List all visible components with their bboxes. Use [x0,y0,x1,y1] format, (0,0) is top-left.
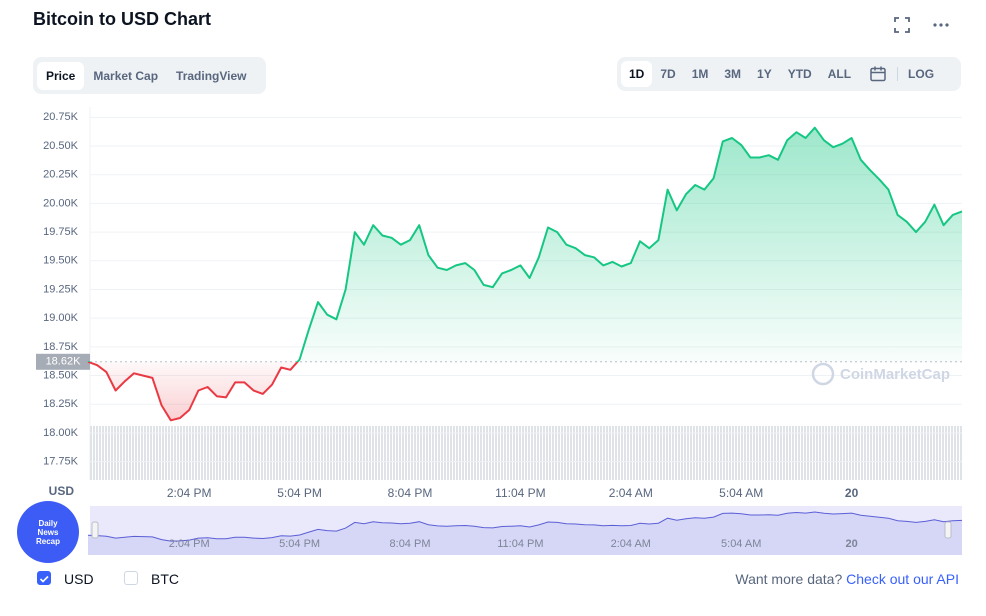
y-axis-label: USD [49,484,75,498]
navigator-area [88,512,962,555]
range-button[interactable]: 1M [691,67,709,81]
range-button[interactable]: ALL [827,67,852,81]
y-tick-label: 20.50K [43,140,79,152]
badge-text: News [37,527,59,537]
fullscreen-icon[interactable] [893,16,911,34]
y-tick-label: 18.50K [43,369,79,381]
reference-label: 18.62K [46,356,82,368]
news-badge[interactable]: Daily News Recap [17,501,79,563]
chart-tabs: Price Market Cap TradingView [33,57,266,94]
navigator-tick-label: 5:04 AM [721,538,761,550]
range-button[interactable]: 1Y [757,67,772,81]
x-tick-label: 5:04 PM [277,486,322,500]
range-selector: 1D 7D 1M 3M 1Y YTD ALL LOG [617,57,961,91]
checkbox[interactable] [37,571,51,585]
api-link[interactable]: Check out our API [846,571,959,587]
badge-text: Recap [35,536,60,546]
range-button[interactable]: YTD [787,67,812,81]
y-tick-label: 20.75K [43,111,79,123]
footer: USD BTC Want more data? Check out our AP… [0,565,986,595]
tab[interactable]: Price [37,61,85,90]
y-tick-label: 17.75K [43,456,79,468]
x-tick-label: 20 [845,486,859,500]
price-line [87,126,963,422]
option-label[interactable]: USD [64,571,94,587]
y-tick-label: 19.25K [43,283,79,295]
y-tick-label: 19.50K [43,255,79,267]
navigator-line [87,511,963,542]
volume-strip [90,426,962,480]
navigator-tick-label: 2:04 AM [611,538,651,550]
log-button[interactable]: LOG [897,67,934,81]
area-fill [88,127,962,421]
option-label[interactable]: BTC [151,571,179,587]
checkbox[interactable] [124,571,138,585]
navigator-tick-label: 2:04 PM [169,538,210,550]
navigator-tick-label: 20 [845,538,857,550]
badge-text: Daily [38,518,58,528]
navigator-handle[interactable] [944,521,952,539]
reference-label-box [36,353,90,370]
calendar-icon[interactable] [869,65,887,83]
range-button[interactable]: 3M [724,67,742,81]
api-prompt: Want more data? Check out our API [735,571,959,587]
range-button[interactable]: 1D [621,61,653,87]
watermark: CoinMarketCap [840,366,950,383]
y-tick-label: 18.25K [43,398,79,410]
tab[interactable]: Market Cap [93,68,159,83]
navigator-handle[interactable] [91,521,99,539]
x-tick-label: 2:04 PM [167,486,212,500]
y-tick-label: 19.00K [43,312,79,324]
tab[interactable]: TradingView [176,68,247,83]
chart: 17.75K 18.00K 18.25K 18.50K 18.75K 19.00K 19.2… [36,107,963,555]
prompt-text: Want more data? [735,571,843,587]
check-mark [39,575,49,583]
y-tick-label: 20.25K [43,169,79,181]
navigator-tick-label: 5:04 PM [279,538,320,550]
y-tick-label: 19.75K [43,226,79,238]
watermark-logo [811,362,835,386]
y-tick-label: 18.75K [43,341,79,353]
x-tick-label: 2:04 AM [609,486,653,500]
more-icon[interactable] [932,16,950,34]
range-button[interactable]: 7D [660,67,676,81]
navigator-tick-label: 11:04 PM [497,538,543,550]
page-title: Bitcoin to USD Chart [33,9,211,29]
x-tick-label: 11:04 PM [495,486,545,500]
x-tick-label: 8:04 PM [388,486,433,500]
navigator-tick-label: 8:04 PM [390,538,431,550]
y-tick-label: 18.00K [43,427,79,439]
y-tick-label: 20.00K [43,197,79,209]
x-tick-label: 5:04 AM [719,486,763,500]
